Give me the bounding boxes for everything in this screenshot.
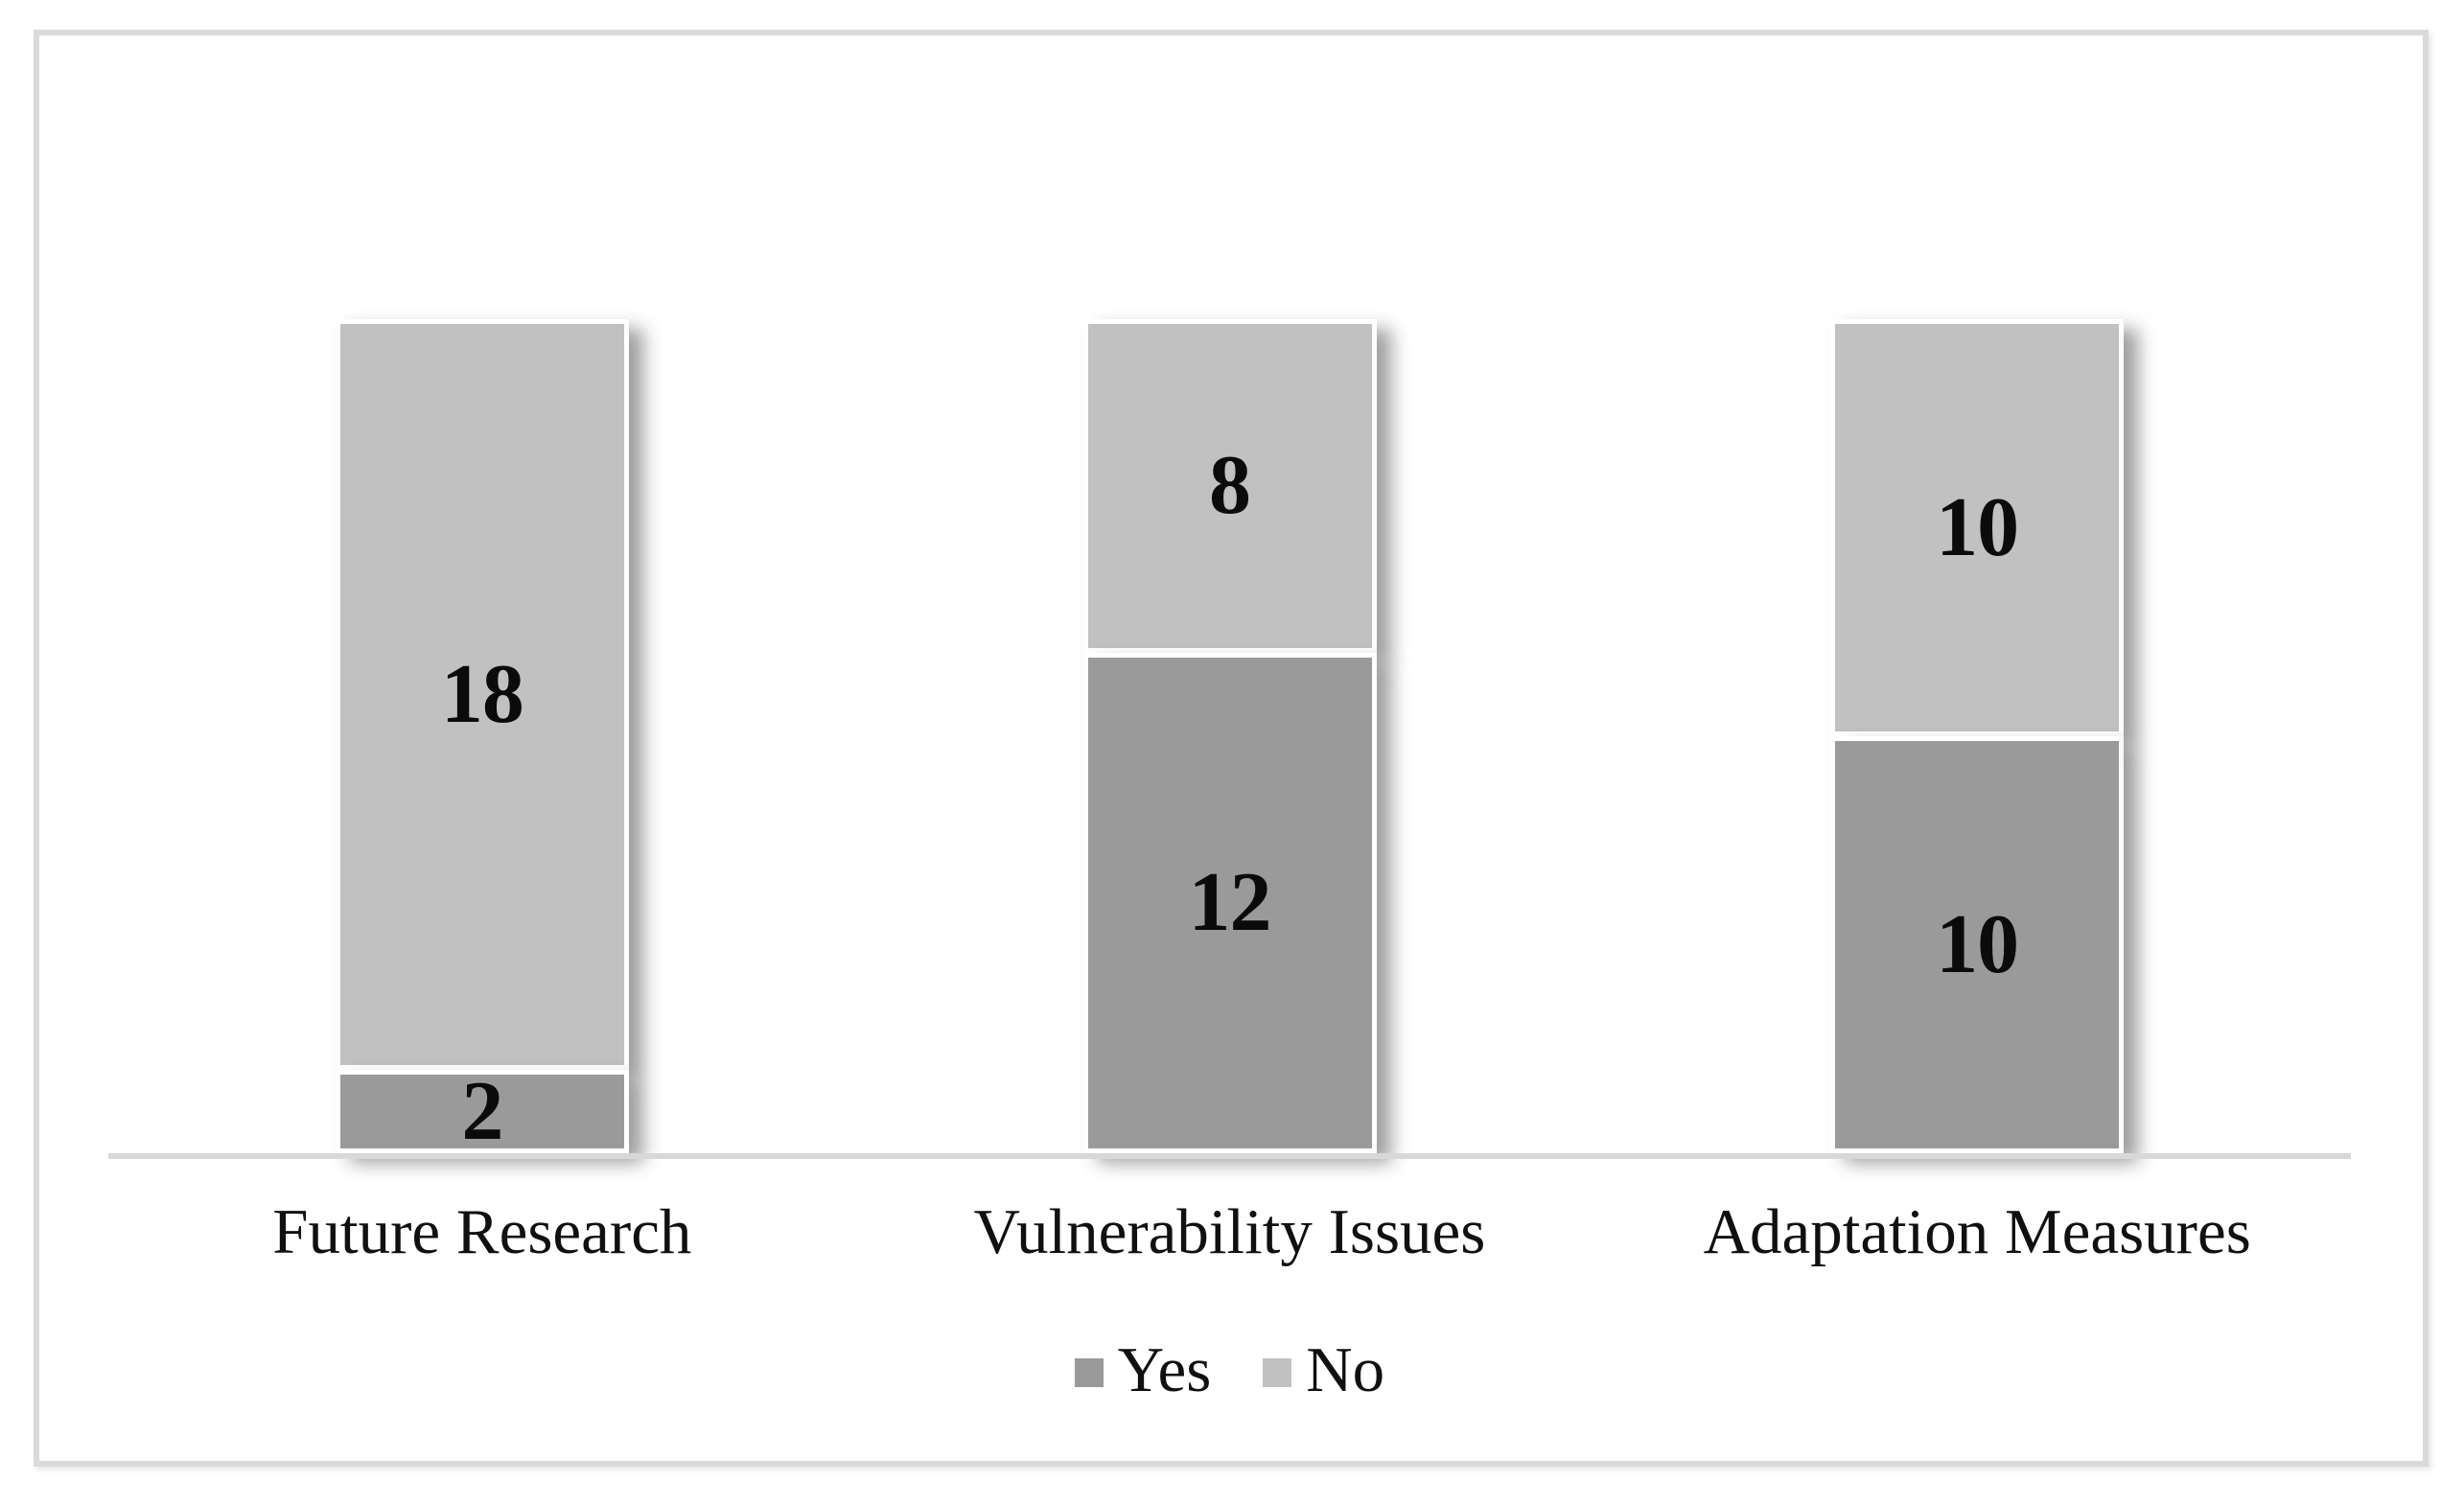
category-label-vulnerability-issues: Vulnerability Issues <box>973 1196 1486 1267</box>
bar-adaptation-measures: 10 10 <box>1830 319 2125 1153</box>
legend-label-yes: Yes <box>1117 1333 1212 1405</box>
segment-no-adaptation-measures: 10 <box>1830 319 2125 736</box>
segment-no-future-research: 18 <box>335 319 629 1070</box>
bar-vulnerability-issues: 8 12 <box>1082 319 1377 1153</box>
data-label-no-vulnerability-issues: 8 <box>1209 439 1251 532</box>
data-label-no-future-research: 18 <box>440 647 524 741</box>
data-label-no-adaptation-measures: 10 <box>1936 480 2019 574</box>
segment-yes-future-research: 2 <box>335 1064 629 1158</box>
legend-entry-yes: Yes <box>1074 1333 1212 1405</box>
segment-yes-vulnerability-issues: 12 <box>1082 653 1377 1153</box>
plot-area: 18 2 8 12 10 10 <box>108 319 2351 1153</box>
segment-yes-adaptation-measures: 10 <box>1830 736 2125 1153</box>
bar-future-research: 18 2 <box>335 319 629 1158</box>
data-label-yes-future-research: 2 <box>461 1064 503 1158</box>
legend-entry-no: No <box>1263 1333 1385 1405</box>
data-label-yes-adaptation-measures: 10 <box>1936 897 2019 991</box>
legend-label-no: No <box>1306 1333 1385 1405</box>
category-label-adaptation-measures: Adaptation Measures <box>1703 1196 2251 1267</box>
bar-slot-vulnerability-issues: 8 12 <box>856 319 1604 1153</box>
data-label-yes-vulnerability-issues: 12 <box>1188 856 1272 949</box>
legend-swatch-yes-icon <box>1074 1358 1104 1387</box>
segment-no-vulnerability-issues: 8 <box>1082 319 1377 653</box>
bar-slot-adaptation-measures: 10 10 <box>1603 319 2351 1153</box>
category-axis: Future Research Vulnerability Issues Ada… <box>108 1195 2351 1269</box>
legend: Yes No <box>108 1332 2351 1407</box>
x-axis-line <box>108 1153 2351 1159</box>
category-label-future-research: Future Research <box>272 1196 692 1267</box>
legend-swatch-no-icon <box>1263 1358 1292 1387</box>
bar-slot-future-research: 18 2 <box>108 319 856 1153</box>
